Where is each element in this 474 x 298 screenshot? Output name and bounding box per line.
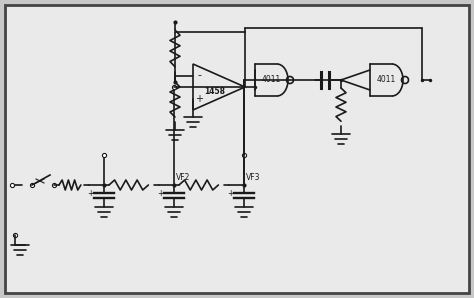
Text: 1458: 1458 xyxy=(204,86,225,95)
Text: +: + xyxy=(195,94,203,103)
Text: +: + xyxy=(87,189,93,198)
Text: +: + xyxy=(157,189,163,198)
Text: VF3: VF3 xyxy=(246,173,261,181)
Text: 4011: 4011 xyxy=(377,75,396,85)
Text: 4011: 4011 xyxy=(262,75,282,85)
Text: VF2: VF2 xyxy=(176,173,191,181)
Text: +: + xyxy=(227,189,233,198)
Text: -: - xyxy=(197,71,201,80)
